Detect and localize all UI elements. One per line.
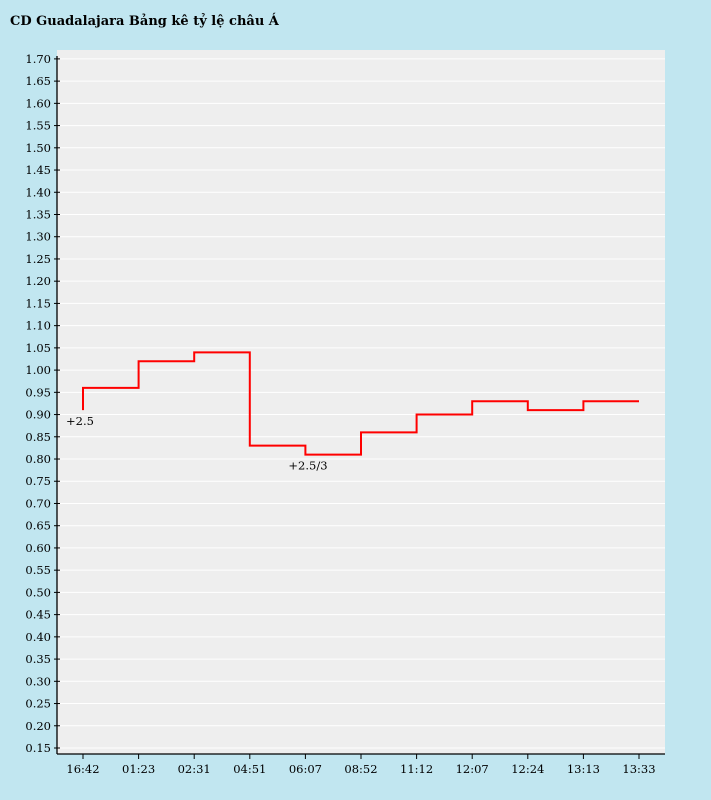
y-tick-label: 0.15 bbox=[25, 741, 51, 755]
y-tick-label: 1.25 bbox=[25, 252, 51, 266]
y-tick-label: 1.35 bbox=[25, 207, 51, 221]
y-tick-label: 1.00 bbox=[25, 363, 51, 377]
y-tick-label: 1.10 bbox=[25, 319, 51, 333]
y-tick-label: 1.55 bbox=[25, 119, 51, 133]
series-group bbox=[82, 351, 640, 456]
y-tick-label: 0.75 bbox=[25, 474, 51, 488]
x-tick-label: 08:52 bbox=[344, 762, 377, 776]
annotations-group: +2.5 +2.5/3 bbox=[66, 414, 328, 472]
y-tick-label: 0.45 bbox=[25, 608, 51, 622]
x-tick-label: 12:24 bbox=[511, 762, 544, 776]
y-tick-label: 0.90 bbox=[25, 408, 51, 422]
y-tick-label: 1.15 bbox=[25, 296, 51, 310]
y-tick-label: 1.40 bbox=[25, 185, 51, 199]
y-tick-label: 0.35 bbox=[25, 652, 51, 666]
y-tick-label: 0.50 bbox=[25, 585, 51, 599]
y-tick-label: 0.55 bbox=[25, 563, 51, 577]
series-line bbox=[82, 351, 639, 456]
y-axis: 0.15 0.20 0.25 0.30 0.35 0.40 0.45 0.50 0.55 0.60… bbox=[25, 52, 60, 755]
x-tick-label: 12:07 bbox=[456, 762, 489, 776]
y-tick-label: 1.70 bbox=[25, 52, 51, 66]
y-tick-label: 1.45 bbox=[25, 163, 51, 177]
annotation-label: +2.5 bbox=[66, 414, 94, 428]
y-tick-label: 0.85 bbox=[25, 430, 51, 444]
x-tick-label: 11:12 bbox=[400, 762, 433, 776]
y-tick-label: 0.25 bbox=[25, 697, 51, 711]
y-tick-label: 0.20 bbox=[25, 719, 51, 733]
x-tick-label: 13:33 bbox=[622, 762, 655, 776]
grid-lines bbox=[57, 58, 665, 749]
plot-area bbox=[57, 50, 665, 754]
x-tick-label: 02:31 bbox=[178, 762, 211, 776]
chart-title: CD Guadalajara Bảng kê tỷ lệ châu Á bbox=[10, 14, 279, 29]
annotation-label: +2.5/3 bbox=[288, 459, 327, 473]
x-tick-label: 13:13 bbox=[567, 762, 600, 776]
y-tick-label: 0.70 bbox=[25, 496, 51, 510]
y-tick-label: 0.95 bbox=[25, 385, 51, 399]
y-tick-label: 1.50 bbox=[25, 141, 51, 155]
y-tick-label: 0.30 bbox=[25, 674, 51, 688]
x-tick-label: 04:51 bbox=[233, 762, 266, 776]
x-tick-label: 01:23 bbox=[122, 762, 155, 776]
y-tick-label: 1.20 bbox=[25, 274, 51, 288]
y-tick-label: 1.30 bbox=[25, 230, 51, 244]
x-tick-label: 06:07 bbox=[289, 762, 322, 776]
y-tick-label: 1.60 bbox=[25, 96, 51, 110]
y-tick-label: 1.05 bbox=[25, 341, 51, 355]
y-tick-label: 0.65 bbox=[25, 519, 51, 533]
y-tick-label: 0.80 bbox=[25, 452, 51, 466]
y-tick-label: 0.40 bbox=[25, 630, 51, 644]
x-axis: 16:42 01:23 02:31 04:51 06:07 08:52 11:12 12:07… bbox=[57, 753, 665, 776]
x-tick-label: 16:42 bbox=[66, 762, 99, 776]
y-tick-label: 0.60 bbox=[25, 541, 51, 555]
y-tick-label: 1.65 bbox=[25, 74, 51, 88]
